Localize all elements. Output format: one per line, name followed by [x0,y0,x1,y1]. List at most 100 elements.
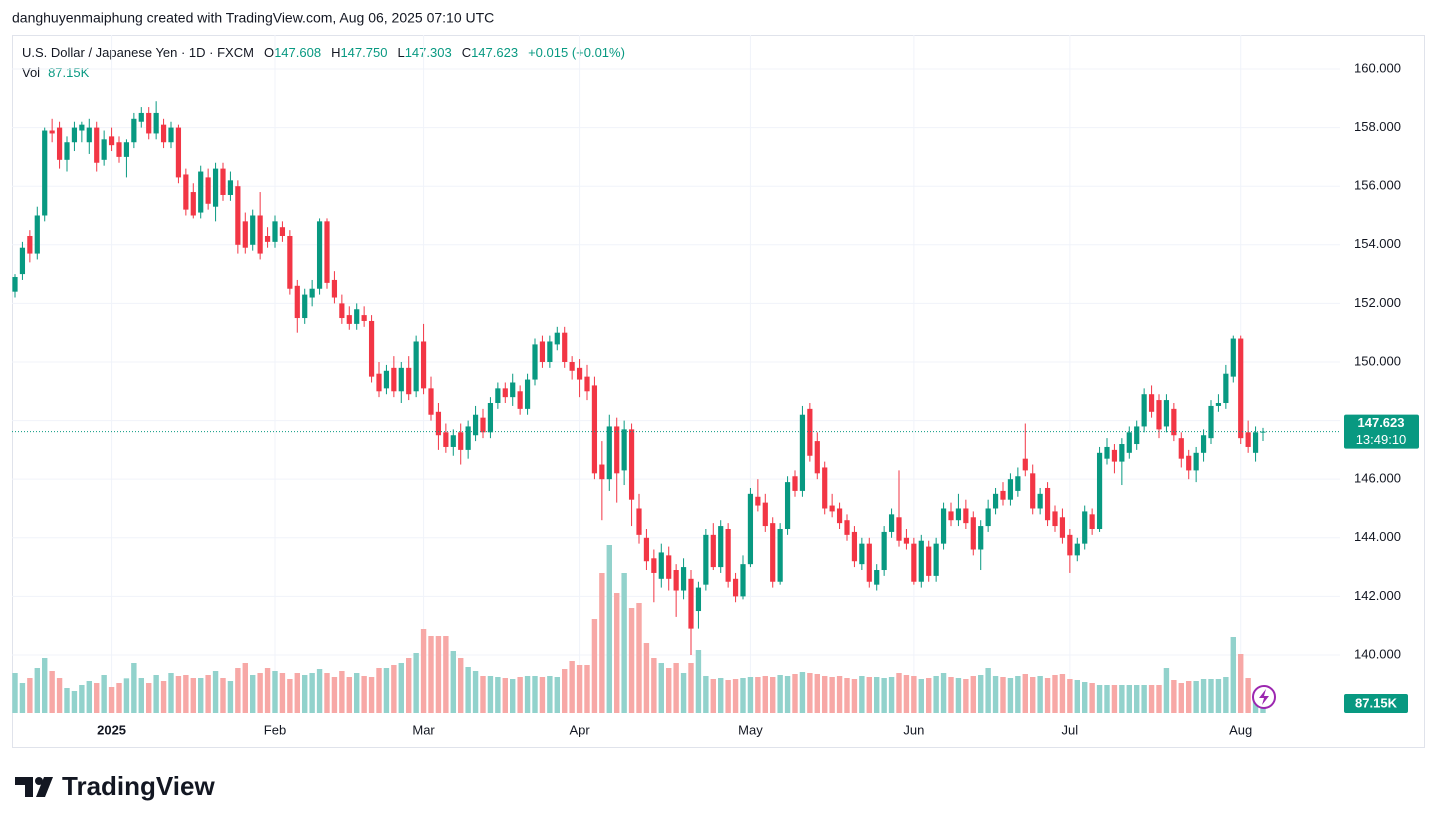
candle-body [1126,432,1132,453]
volume-bar [205,675,211,713]
candle-body [710,534,716,568]
candle-body [814,441,820,474]
candle-body [1245,432,1251,447]
volume-bar [584,665,590,713]
legend-value: 147.608 [274,45,321,60]
candle-body [807,408,813,456]
candle-body [391,367,397,392]
last-price-tag [1344,414,1419,449]
volume-bar [406,658,412,713]
volume-bar [1111,685,1118,713]
volume-bar [183,675,189,713]
candle-body [465,426,471,450]
volume-bar [1193,681,1199,713]
y-tick-label: 144.000 [1354,529,1401,544]
candle-body [547,341,553,362]
candle-body [614,426,620,474]
volume-bar [747,677,754,713]
y-tick-label: 158.000 [1354,119,1401,134]
volume-bar [703,676,709,713]
candle-body [435,411,442,436]
plot: 140.000142.000144.000146.000148.000150.0… [12,35,1419,737]
volume-bar [859,676,865,713]
candle-body [42,130,48,216]
candle-body [651,558,657,573]
volume-bar [220,678,226,713]
candle-body [606,426,612,480]
volume-bar [562,669,568,713]
volume-bar [153,675,159,713]
volume-bar [1141,685,1147,713]
volume-bar [354,673,360,713]
x-tick-label: Feb [264,722,286,737]
candle-body [836,508,843,524]
volume-bar [108,687,115,713]
candle-body [212,168,219,207]
candle-body [703,534,709,585]
candle-body [71,127,78,143]
volume-bar [940,673,947,713]
candle-body [1163,400,1170,427]
volume-bar [680,673,687,713]
candle-body [175,127,182,178]
candle-body [911,543,917,582]
volume-bar [688,663,694,713]
y-tick-label: 142.000 [1354,588,1401,603]
candle-body [1156,400,1162,430]
volume-bar [361,676,367,713]
volume-bar [339,671,345,713]
candle-body [532,344,538,380]
volume-bar [368,677,375,713]
volume-bar [138,678,144,713]
volume-bar [784,676,791,713]
candle-body [1022,458,1028,471]
candle-body [740,564,746,597]
candle-body [1119,444,1125,462]
alert-icon[interactable] [1252,685,1276,709]
volume-bar [1044,678,1051,713]
candle-body [309,288,315,298]
volume-bar [168,673,174,713]
candle-body [591,385,598,474]
volume-bar [19,683,26,713]
candle-body [324,221,330,283]
candle-body [621,429,627,471]
volume-bar [718,678,724,713]
volume-bar [465,667,471,713]
alert-bolt[interactable] [1259,689,1269,705]
candle-body [190,192,196,216]
volume-bar [1067,679,1073,713]
legend-key: L [397,45,404,60]
candle-body [316,221,323,289]
volume-bar [970,676,976,713]
candle-body [205,177,211,204]
volume-bar [495,677,501,713]
volume-bar [235,668,241,713]
volume-tag-label: 87.15K [1355,695,1398,710]
volume-bar [725,680,731,713]
candle-body [554,332,560,345]
candle-body [851,531,858,562]
candle-body [346,315,352,324]
volume-bar [926,678,932,713]
volume-bar [606,545,612,713]
candle-body [777,528,783,582]
volume-bar [302,675,308,713]
candle-body [153,112,159,134]
volume-bar [658,663,664,713]
candle-body [755,496,761,506]
volume-bar [49,671,55,713]
candle-body [502,388,508,398]
volume-bar [1022,674,1028,713]
volume-bar [428,636,434,713]
volume-bar [1238,654,1244,713]
candle-body [1193,452,1199,471]
volume-bar [1119,685,1125,713]
candle-body [1037,493,1043,509]
volume-bar [510,679,516,713]
candle-body [1148,394,1155,412]
volume-bar [1230,637,1236,713]
x-tick-label: Jul [1062,722,1079,737]
legend-key: O [264,45,274,60]
